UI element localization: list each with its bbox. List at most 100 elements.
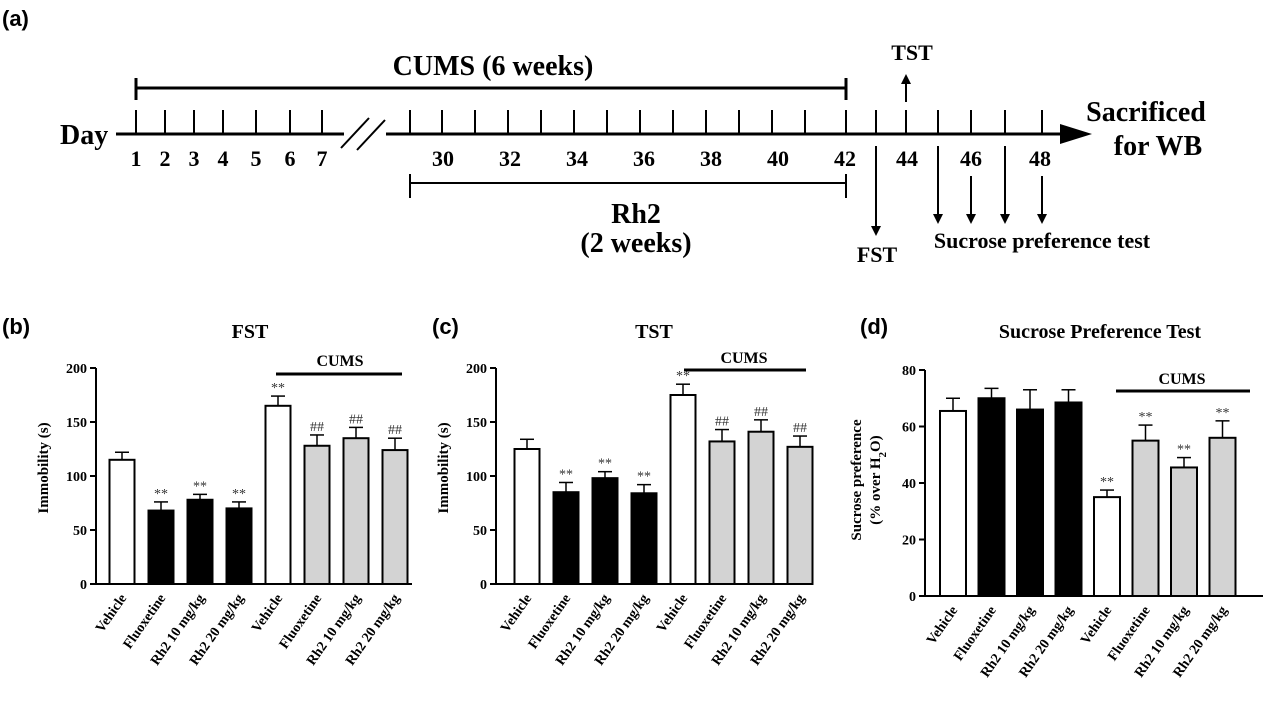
y-tick-label: 20 [902, 534, 916, 549]
day-tick-label: 48 [1029, 146, 1051, 171]
day-tick-label: 36 [633, 146, 655, 171]
day-tick-label: 7 [317, 146, 328, 171]
bar [939, 409, 967, 597]
x-tick-label: Vehicle [924, 604, 961, 648]
x-tick-label: Vehicle [93, 592, 130, 636]
bar [1093, 496, 1121, 597]
x-tick-label: Vehicle [1078, 604, 1115, 648]
y-axis-label-line2: (% over H2O) [868, 435, 889, 524]
panel-label-a: (a) [2, 6, 29, 31]
y-tick-label: 50 [473, 524, 487, 539]
day-tick-label: 6 [285, 146, 296, 171]
y-axis-label: Immobility (s) [36, 422, 52, 513]
significance-label: ## [715, 415, 729, 430]
day-tick-label: 4 [218, 146, 229, 171]
panel-label-c: (c) [432, 314, 459, 339]
significance-label: ** [676, 369, 690, 384]
bar [342, 437, 370, 586]
significance-label: ** [232, 487, 246, 502]
significance-label: ** [1177, 443, 1191, 458]
y-tick-label: 80 [902, 364, 916, 379]
timeline-arrowhead [1060, 124, 1092, 144]
y-tick-label: 100 [466, 470, 487, 485]
y-tick-label: 200 [466, 362, 487, 377]
cums-group-label: CUMS [720, 350, 767, 367]
x-tick-label: Vehicle [654, 592, 691, 636]
y-tick-label: 100 [66, 470, 87, 485]
day-tick-label: 5 [251, 146, 262, 171]
y-tick-label: 150 [66, 416, 87, 431]
day-tick-label: 34 [566, 146, 588, 171]
day-tick-label: 40 [767, 146, 789, 171]
axis-break-mark-1 [340, 117, 370, 149]
bar [669, 394, 697, 585]
tst-label: TST [891, 40, 933, 65]
significance-label: ** [598, 457, 612, 472]
cums-group-label: CUMS [1158, 371, 1205, 388]
chart-title: TST [635, 321, 673, 343]
day-tick-label: 42 [834, 146, 856, 171]
end-label-line1: Sacrificed [1086, 97, 1206, 128]
bar [186, 498, 214, 586]
significance-label: ** [154, 487, 168, 502]
y-tick-label: 50 [73, 524, 87, 539]
bar [303, 444, 331, 586]
significance-label: ** [193, 479, 207, 494]
y-tick-label: 0 [80, 578, 87, 593]
bar [1016, 408, 1044, 597]
fst-label: FST [857, 242, 898, 267]
late-day-ticks: 30 32 34 36 38 40 42 44 46 48 [409, 110, 1051, 171]
y-axis-label-pre: (% over H [868, 457, 884, 525]
significance-label: ## [754, 405, 768, 420]
day-tick-label: 1 [131, 146, 142, 171]
x-tick-label: Vehicle [249, 592, 286, 636]
sucrose-preference-bar-chart: Sucrose Preference Test Sucrose preferen… [849, 321, 1263, 680]
panel-label-b: (b) [2, 314, 30, 339]
sucrose-test-label: Sucrose preference test [934, 228, 1151, 253]
significance-label: ## [388, 423, 402, 438]
bar [225, 507, 253, 585]
end-label-line2: for WB [1114, 131, 1202, 162]
axis-break-mark-2 [356, 119, 386, 151]
day-tick-label: 46 [960, 146, 982, 171]
significance-label: ** [559, 467, 573, 482]
day-tick-label: 30 [432, 146, 454, 171]
bar [630, 492, 658, 585]
bar [786, 445, 814, 585]
tst-bar-chart: TST Immobility (s) CUMS 0 50 100 150 200 Vehi… [436, 321, 814, 668]
day-tick-label: 3 [189, 146, 200, 171]
y-tick-label: 0 [909, 590, 916, 605]
x-tick-label: Vehicle [498, 592, 535, 636]
significance-label: ## [349, 412, 363, 427]
bar [1170, 466, 1198, 597]
y-tick-label: 200 [66, 362, 87, 377]
day-tick-label: 2 [160, 146, 171, 171]
bar [1131, 439, 1160, 597]
y-tick-label: 150 [466, 416, 487, 431]
significance-label: ## [310, 420, 324, 435]
y-tick-label: 40 [902, 477, 916, 492]
y-axis-label: Sucrose preference [849, 419, 865, 541]
fst-bar-chart: FST Immobility (s) CUMS 0 50 100 150 200 Vehi… [36, 321, 412, 668]
significance-label: ** [1139, 410, 1153, 425]
bar [1208, 436, 1237, 597]
chart-title: Sucrose Preference Test [999, 321, 1202, 343]
panel-label-d: (d) [860, 314, 888, 339]
bar [108, 458, 136, 585]
bar [147, 509, 175, 585]
y-axis-label-sub: 2 [877, 451, 889, 457]
cums-group-label: CUMS [316, 353, 363, 370]
bar [264, 404, 292, 585]
significance-label: ** [271, 381, 285, 396]
significance-label: ** [637, 470, 651, 485]
day-label: Day [60, 120, 108, 151]
significance-label: ** [1216, 406, 1230, 421]
bar [708, 440, 736, 585]
bar [513, 448, 541, 585]
day-tick-label: 32 [499, 146, 521, 171]
day-tick-label: 44 [896, 146, 918, 171]
significance-label: ## [793, 421, 807, 436]
bar [381, 449, 409, 585]
